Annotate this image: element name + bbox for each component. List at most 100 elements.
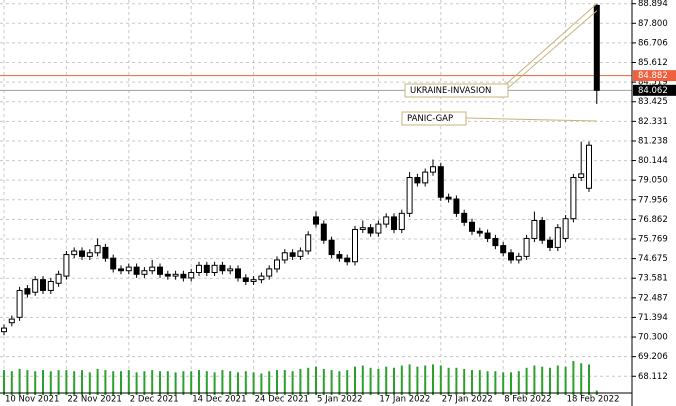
candle-body [289, 252, 296, 257]
candle-body [258, 275, 265, 281]
candle-body [305, 234, 312, 252]
candle-body [235, 268, 241, 279]
annotation-text: UKRAINE-INVASION [410, 86, 491, 96]
annotation: PANIC-GAP [401, 111, 597, 126]
candle-body [445, 196, 452, 200]
candle-body [375, 223, 382, 234]
y-tick-label: 79.050 [638, 176, 668, 186]
candle-body [453, 198, 460, 214]
candle-body [281, 252, 288, 261]
candle-body [367, 227, 374, 234]
y-tick-label: 83.425 [638, 97, 668, 107]
price-label: 84.062 [638, 86, 668, 96]
x-tick-label: 8 Feb 2022 [504, 395, 552, 405]
candle-body [94, 245, 101, 254]
candle-body [430, 166, 436, 173]
candle-body [250, 279, 257, 282]
candle-body [500, 245, 507, 254]
candle-body [414, 176, 421, 184]
price-label: 84.882 [638, 71, 668, 81]
candle-body [180, 273, 187, 279]
candle-body [297, 250, 304, 257]
x-tick-label: 27 Jan 2022 [442, 395, 493, 405]
candle-body [118, 268, 124, 272]
candle-body [24, 288, 31, 295]
candle-body [188, 272, 195, 279]
y-tick-label: 76.862 [638, 215, 668, 225]
y-tick-label: 72.487 [638, 293, 668, 303]
candle-body [141, 270, 148, 275]
x-tick-label: 14 Dec 2021 [192, 395, 246, 405]
candle-body [328, 239, 335, 256]
candle-body [219, 264, 226, 272]
y-tick-label: 81.238 [638, 136, 668, 146]
annotation: UKRAINE-INVASION [404, 3, 598, 98]
candle-body [266, 268, 273, 277]
annotation-line [507, 10, 598, 89]
candle-body [359, 227, 366, 230]
candle-body [196, 264, 202, 274]
candle-body [547, 239, 553, 248]
candle-body [398, 212, 405, 230]
y-tick-label: 85.612 [638, 58, 668, 68]
candle-body [203, 264, 210, 274]
candle-body [476, 230, 483, 234]
annotation-line [465, 117, 597, 122]
candle-body [586, 144, 592, 189]
annotation-text: PANIC-GAP [407, 114, 453, 124]
candle-body [157, 266, 163, 275]
candle-body [469, 221, 475, 232]
candle-body [344, 257, 351, 263]
candle-body [32, 279, 39, 293]
candle-body [422, 171, 429, 184]
y-tick-label: 70.300 [638, 333, 668, 343]
candle-body [227, 268, 234, 272]
candle-body [437, 166, 444, 198]
candle-body [523, 237, 530, 257]
candle-body [531, 220, 538, 239]
candle-body [391, 216, 397, 230]
y-tick-label: 88.894 [638, 0, 668, 9]
price-label-bg [633, 84, 676, 96]
candle-body [63, 254, 70, 277]
candle-body [16, 289, 23, 318]
candle-body [149, 266, 156, 272]
candle-body [484, 232, 491, 239]
candle-body [539, 220, 546, 241]
candle-body [274, 259, 280, 270]
candle-body [86, 252, 93, 257]
x-tick-label: 10 Nov 2021 [5, 395, 59, 405]
y-tick-label: 84.519 [638, 78, 668, 88]
candle-body [570, 176, 577, 220]
candle-body [79, 250, 85, 257]
candle-body [211, 264, 218, 274]
candle-body [125, 266, 132, 272]
y-tick-label: 74.675 [638, 254, 668, 264]
candle-body [554, 227, 561, 248]
candle-body [164, 273, 171, 277]
candle-body [562, 218, 569, 239]
y-tick-label: 77.956 [638, 195, 668, 205]
candle-body [515, 255, 522, 261]
candle-body [578, 173, 585, 178]
annotation-box [404, 83, 509, 98]
candle-body [1, 327, 7, 333]
candle-body [8, 318, 15, 324]
x-tick-label: 2 Dec 2021 [130, 395, 179, 405]
y-tick-label: 75.769 [638, 234, 668, 244]
candle-body [406, 176, 413, 214]
x-tick-label: 5 Jan 2022 [317, 395, 363, 405]
y-tick-label: 80.144 [638, 156, 668, 166]
y-tick-label: 68.112 [638, 372, 668, 382]
candle-body [55, 273, 62, 284]
x-tick-label: 22 Nov 2021 [67, 395, 121, 405]
candle-body [71, 250, 78, 256]
x-tick-label: 24 Dec 2021 [255, 395, 309, 405]
candle-body [40, 279, 46, 291]
annotation-box [401, 111, 467, 126]
candle-body [352, 228, 358, 263]
candle-body [320, 223, 327, 241]
y-tick-label: 73.581 [638, 274, 668, 284]
